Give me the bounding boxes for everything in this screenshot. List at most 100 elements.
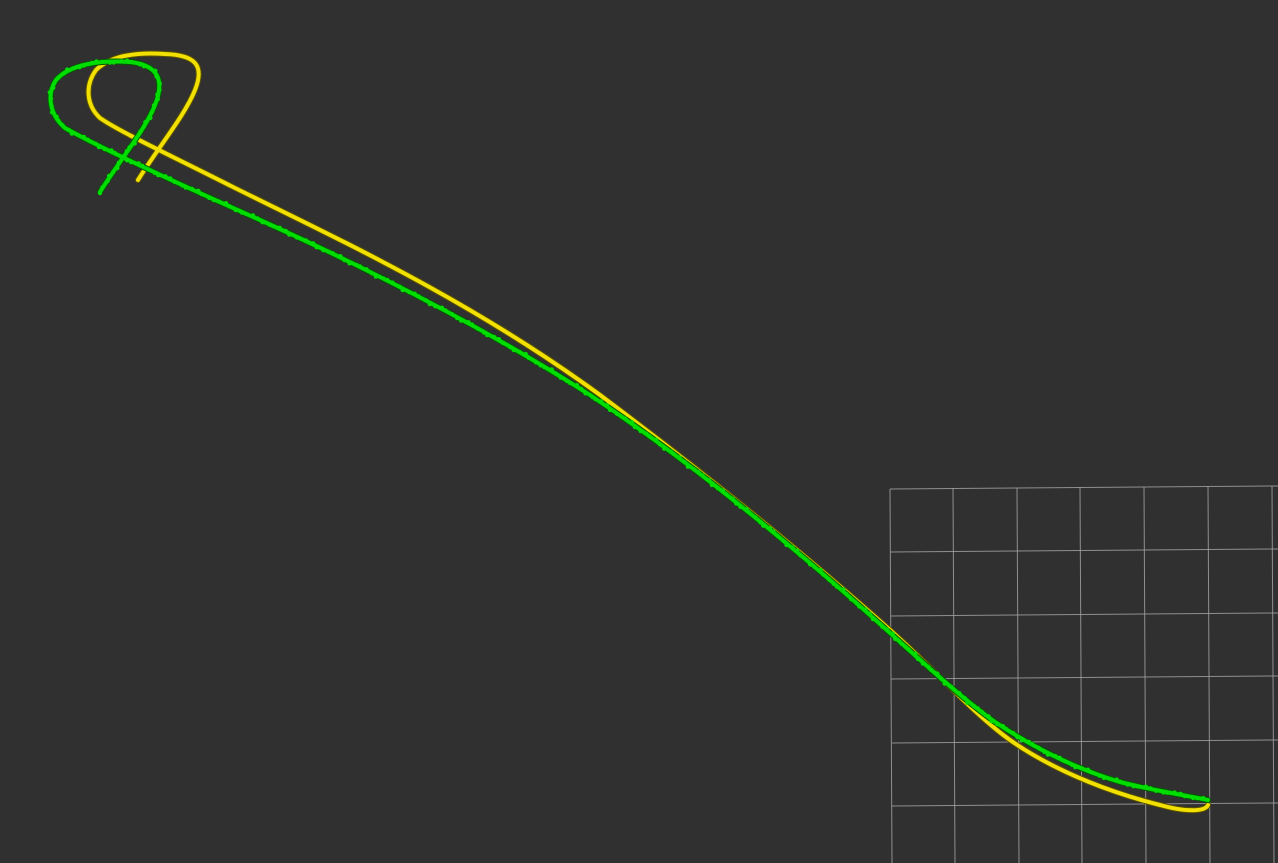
trajectory-estimate-sample <box>906 647 911 652</box>
trajectory-estimate-sample <box>93 141 98 146</box>
trajectory-estimate-sample <box>854 601 860 606</box>
grid-line <box>889 548 1278 553</box>
trajectory-estimate-sample <box>1062 758 1067 764</box>
trajectory-estimate-sample <box>469 322 475 327</box>
trajectory-estimate-sample <box>455 316 460 321</box>
trajectory-estimate-sample <box>52 81 57 86</box>
trajectory-estimate-sample <box>1042 749 1047 755</box>
trajectory-estimate-sample <box>877 621 882 626</box>
trajectory-estimate-shadow <box>47 58 1211 803</box>
trajectory-estimate-sample <box>154 74 159 79</box>
trajectory-estimate-sample <box>1073 765 1078 770</box>
trajectory-estimate-sample <box>657 442 663 447</box>
trajectory-estimate-sample <box>496 337 502 342</box>
trajectory-estimate-sample <box>709 482 714 488</box>
trajectory-estimate-sample <box>311 241 316 246</box>
trajectory-estimate-sample <box>287 232 292 237</box>
trajectory-estimate-sample <box>62 71 67 76</box>
trajectory-estimate-sample <box>523 351 528 357</box>
trajectory-estimate-sample <box>986 714 991 719</box>
trajectory-estimate-sample <box>180 183 185 188</box>
trajectory-estimate-sample <box>638 429 643 434</box>
trajectory-estimate-sample <box>1036 745 1041 750</box>
trajectory-estimate-sample <box>485 333 490 338</box>
trajectory-estimate-sample <box>632 425 638 430</box>
trajectory-estimate-sample <box>915 656 920 662</box>
trajectory-estimate-sample <box>1182 794 1187 799</box>
trajectory-estimate-line <box>48 59 1210 802</box>
trajectory-estimate-sample <box>1195 796 1200 801</box>
trajectory-estimate-sample <box>119 59 124 64</box>
trajectory-estimate-sample <box>734 501 739 506</box>
trajectory-estimate-sample <box>100 59 105 64</box>
trajectory-estimate-sample <box>51 85 56 90</box>
trajectory-estimate-sample <box>127 145 132 150</box>
trajectory-estimate-sample <box>1015 735 1020 740</box>
trajectory-estimate-sample <box>330 251 335 256</box>
trajectory-estimate-sample <box>1079 766 1085 771</box>
trajectory-estimate-sample <box>1045 752 1050 757</box>
trajectory-estimate-sample <box>593 397 598 402</box>
trajectory-estimate-sample <box>199 192 204 197</box>
trajectory-estimate-jitter <box>47 58 1206 801</box>
trajectory-estimate-sample <box>1114 777 1119 782</box>
trajectory-estimate-sample <box>60 123 65 128</box>
trajectory-estimate-sample <box>849 597 854 602</box>
trajectory-estimate-sample <box>827 577 832 582</box>
trajectory-estimate-sample <box>1089 770 1094 775</box>
trajectory-estimate-sample <box>347 261 352 266</box>
trajectory-estimate-sample <box>132 141 137 146</box>
trajectory-estimate-sample <box>303 238 309 243</box>
trajectory-estimate-sample <box>1172 790 1177 795</box>
trajectory-estimate-sample <box>542 365 547 370</box>
trajectory-estimate-sample <box>321 248 326 253</box>
trajectory-estimate-sample <box>482 330 487 335</box>
trajectory-estimate-sample <box>397 284 402 289</box>
trajectory-estimate-sample <box>965 700 970 706</box>
trajectory-estimate-sample <box>136 161 141 166</box>
trajectory-estimate-sample <box>85 137 90 142</box>
trajectory-estimate <box>47 58 1211 803</box>
trajectory-estimate-sample <box>141 64 146 69</box>
trajectory-estimate-sample <box>605 403 610 408</box>
trajectory-estimate-sample <box>707 478 712 483</box>
trajectory-estimate-sample <box>844 591 849 597</box>
trajectory-estimate-sample <box>893 636 898 642</box>
trajectory-estimate-sample <box>338 254 343 259</box>
trajectory-reference-line <box>86 51 1210 813</box>
trajectory-estimate-sample <box>211 198 216 203</box>
trajectory-estimate-sample <box>975 706 981 711</box>
trajectory-estimate-sample <box>342 258 347 263</box>
trajectory-estimate-sample <box>424 298 429 303</box>
trajectory-estimate-sample <box>233 208 238 213</box>
trajectory-estimate-sample <box>373 274 378 279</box>
trajectory-estimate-sample <box>443 308 448 313</box>
trajectory-estimate-sample <box>277 225 282 230</box>
trajectory-estimate-sample <box>400 288 405 293</box>
trajectory-estimate-sample <box>647 433 652 439</box>
trajectory-estimate-sample <box>111 170 116 175</box>
trajectory-estimate-sample <box>526 355 531 360</box>
trajectory-estimate-sample <box>949 684 954 689</box>
trajectory-estimate-sample <box>619 414 624 419</box>
trajectory-estimate-sample <box>124 149 129 154</box>
trajectory-estimate-sample <box>155 92 160 97</box>
trajectory-estimate-sample <box>416 294 421 299</box>
trajectory-estimate-sample <box>500 340 505 346</box>
trajectory-estimate-sample <box>1101 775 1106 781</box>
grid-line <box>891 739 1278 744</box>
trajectory-estimate-sample <box>1125 782 1130 787</box>
trajectory-estimate-sample <box>784 542 789 548</box>
trajectory-estimate-sample <box>700 473 705 478</box>
trajectory-estimate-sample <box>533 360 538 365</box>
trajectory-estimate-sample <box>140 163 145 168</box>
trajectory-estimate-sample <box>744 507 750 512</box>
trajectory-estimate-sample <box>69 131 74 136</box>
trajectory-estimate-sample <box>163 174 168 179</box>
trajectory-estimate-sample <box>989 719 994 724</box>
trajectory-estimate-sample <box>458 318 464 323</box>
trajectory-estimate-sample <box>538 363 543 368</box>
trajectory-estimate-sample <box>720 488 726 493</box>
